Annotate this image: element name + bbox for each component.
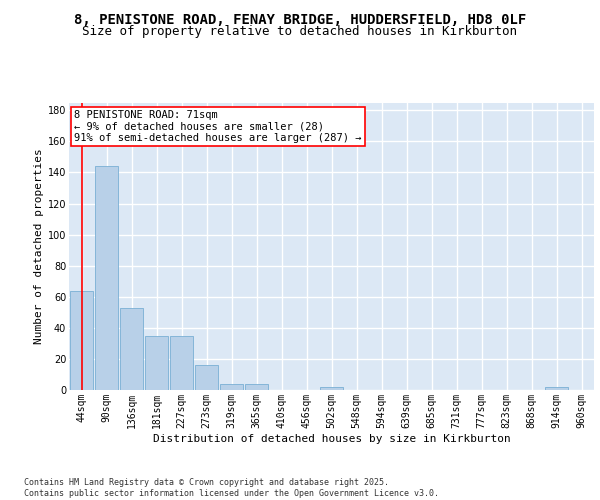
Bar — [320, 387, 343, 390]
Text: 8, PENISTONE ROAD, FENAY BRIDGE, HUDDERSFIELD, HD8 0LF: 8, PENISTONE ROAD, FENAY BRIDGE, HUDDERS… — [74, 12, 526, 26]
Bar — [195, 365, 218, 390]
Bar — [245, 384, 268, 390]
Bar — [170, 336, 193, 390]
Text: 8 PENISTONE ROAD: 71sqm
← 9% of detached houses are smaller (28)
91% of semi-det: 8 PENISTONE ROAD: 71sqm ← 9% of detached… — [74, 110, 362, 143]
Y-axis label: Number of detached properties: Number of detached properties — [34, 148, 44, 344]
X-axis label: Distribution of detached houses by size in Kirkburton: Distribution of detached houses by size … — [152, 434, 511, 444]
Bar — [145, 336, 168, 390]
Bar — [95, 166, 118, 390]
Bar — [220, 384, 243, 390]
Bar — [545, 387, 568, 390]
Bar — [120, 308, 143, 390]
Bar — [70, 290, 93, 390]
Text: Size of property relative to detached houses in Kirkburton: Size of property relative to detached ho… — [83, 25, 517, 38]
Text: Contains HM Land Registry data © Crown copyright and database right 2025.
Contai: Contains HM Land Registry data © Crown c… — [24, 478, 439, 498]
